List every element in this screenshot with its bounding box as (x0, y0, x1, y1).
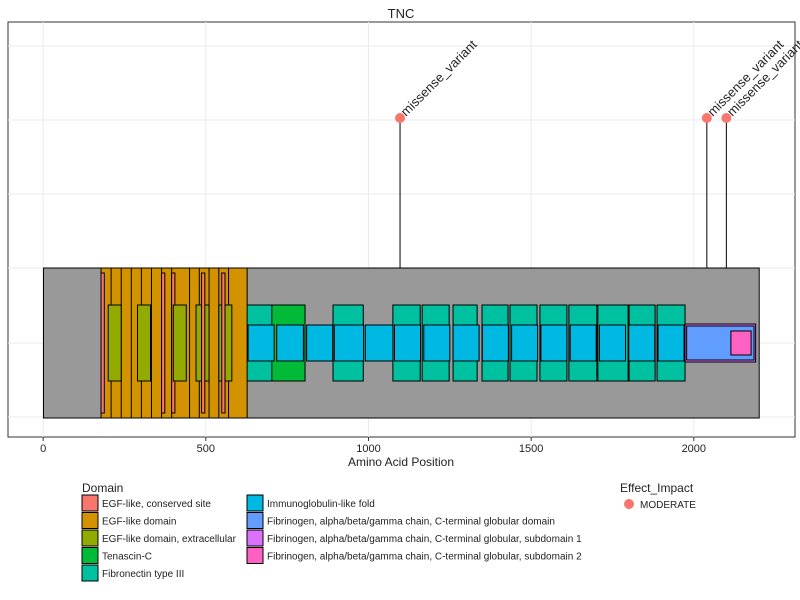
domain-feature (247, 324, 275, 362)
legend-label: MODERATE (640, 500, 696, 511)
x-tick-label: 1500 (519, 443, 543, 455)
legend-label: Tenascin-C (102, 552, 152, 563)
domain-feature (540, 324, 568, 362)
x-tick-label: 2000 (682, 443, 706, 455)
domain-feature (364, 324, 394, 362)
domain-feature (221, 272, 226, 414)
domain-feature (423, 324, 451, 362)
domain-feature (657, 324, 685, 362)
domain-feature (333, 324, 365, 362)
domain-feature (452, 324, 480, 362)
domain-feature (306, 324, 334, 362)
domain-feature (730, 330, 752, 356)
domain-feature (569, 324, 597, 362)
legend-label: Immunoglobulin-like fold (267, 499, 375, 510)
domain-feature (136, 304, 151, 382)
legend-label: EGF-like domain, extracellular (102, 534, 237, 545)
variant-head (721, 113, 732, 123)
legend-key (81, 494, 99, 512)
variant-head (395, 113, 406, 123)
legend-label: Fibrinogen, alpha/beta/gamma chain, C-te… (267, 534, 582, 545)
legend-key (246, 529, 264, 547)
domain-feature (201, 272, 206, 414)
legend-key (624, 499, 634, 509)
legend-key (81, 547, 99, 564)
legend-title: Effect_Impact (620, 481, 694, 495)
legend-label: EGF-like domain (102, 517, 176, 528)
domain-feature (394, 324, 422, 362)
legend-label: Fibrinogen, alpha/beta/gamma chain, C-te… (267, 517, 555, 528)
legend-key (246, 494, 264, 512)
legend-key (81, 564, 99, 582)
legend-label: EGF-like, conserved site (102, 499, 211, 510)
domain-feature (598, 324, 626, 362)
legend-key (81, 512, 99, 529)
legend-title: Domain (82, 481, 123, 495)
domain-feature (511, 324, 539, 362)
legend-key (246, 512, 264, 529)
x-tick-label: 500 (197, 443, 215, 455)
x-tick-label: 1000 (356, 443, 380, 455)
variant-head (701, 113, 712, 123)
domain-feature (276, 324, 304, 362)
domain-feature (161, 272, 166, 414)
domain-feature (628, 324, 656, 362)
chart-title: TNC (388, 6, 415, 21)
legend-label: Fibronectin type III (102, 569, 184, 580)
domain-feature (172, 304, 187, 382)
legend-key (246, 547, 264, 564)
x-axis-title: Amino Acid Position (348, 455, 454, 469)
domain-feature (107, 304, 122, 382)
legend-label: Fibrinogen, alpha/beta/gamma chain, C-te… (267, 552, 582, 563)
legend-key (81, 529, 99, 547)
domain-feature (481, 324, 509, 362)
x-tick-label: 0 (40, 443, 46, 455)
domain-feature (100, 272, 105, 414)
